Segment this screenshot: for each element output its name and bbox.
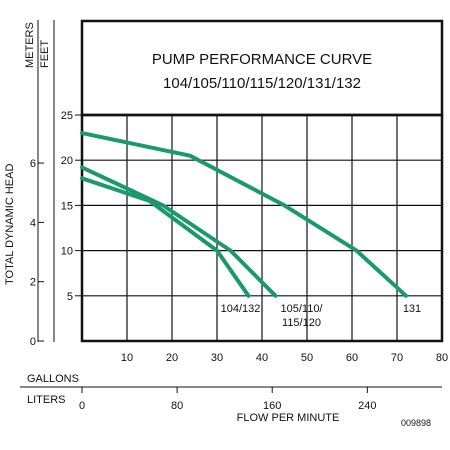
figure-id: 009898: [401, 418, 431, 428]
liter-tick-label: 80: [171, 400, 183, 412]
gallon-tick-label: 40: [256, 352, 268, 364]
series-label-1: 104/132: [221, 303, 261, 315]
title-box: [80, 19, 444, 117]
meters-unit-label: METERS: [24, 22, 36, 68]
liters-unit-label: LITERS: [27, 394, 66, 406]
meter-tick-label: 6: [30, 158, 36, 170]
curve-labels: 104/132 105/110/115/120 131: [221, 303, 422, 329]
gallon-tick-label: 70: [391, 352, 403, 364]
meter-tick-labels: 0 2 4 6: [30, 158, 44, 348]
feet-tick-label: 5: [67, 291, 73, 303]
liter-tick-label: 240: [358, 400, 376, 412]
gallons-unit-label: GALLONS: [27, 373, 79, 385]
chart-subtitle: 104/105/110/115/120/131/132: [163, 75, 361, 92]
meter-tick-label: 0: [30, 336, 36, 348]
y-axis-title: TOTAL DYNAMIC HEAD: [4, 164, 16, 285]
feet-tick-label: 25: [61, 110, 73, 122]
feet-tick-labels: 5 10 15 20 25: [61, 110, 82, 303]
feet-unit-label: FEET: [39, 40, 51, 68]
liter-tick-labels: 0 80 160 240: [79, 387, 377, 412]
series-label-3: 131: [403, 303, 421, 315]
liter-tick-label: 0: [79, 400, 85, 412]
curve-3: [80, 131, 408, 298]
gallon-tick-label: 60: [346, 352, 358, 364]
gallon-tick-label: 80: [436, 352, 448, 364]
curve-1: [80, 176, 251, 298]
series-label-2: 115/120: [282, 317, 321, 329]
x-axis-title: FLOW PER MINUTE: [237, 412, 340, 424]
gallon-tick-label: 20: [166, 352, 178, 364]
gallon-tick-label: 30: [211, 352, 223, 364]
plot-frame: [80, 113, 444, 343]
feet-tick-label: 10: [61, 246, 73, 258]
curves: [80, 131, 408, 298]
series-label-2: 105/110/: [280, 303, 323, 315]
gallon-tick-label: 10: [121, 352, 133, 364]
feet-tick-label: 15: [61, 200, 73, 212]
meter-tick-label: 4: [30, 217, 36, 229]
gallon-tick-label: 50: [301, 352, 313, 364]
meter-tick-label: 2: [30, 277, 36, 289]
grid: [82, 115, 442, 341]
gallon-tick-labels: 10 20 30 40 50 60 70 80: [121, 352, 448, 364]
feet-tick-label: 20: [61, 155, 73, 167]
curve-2: [80, 165, 278, 298]
chart-title: PUMP PERFORMANCE CURVE: [152, 51, 372, 68]
liter-tick-label: 160: [263, 400, 281, 412]
